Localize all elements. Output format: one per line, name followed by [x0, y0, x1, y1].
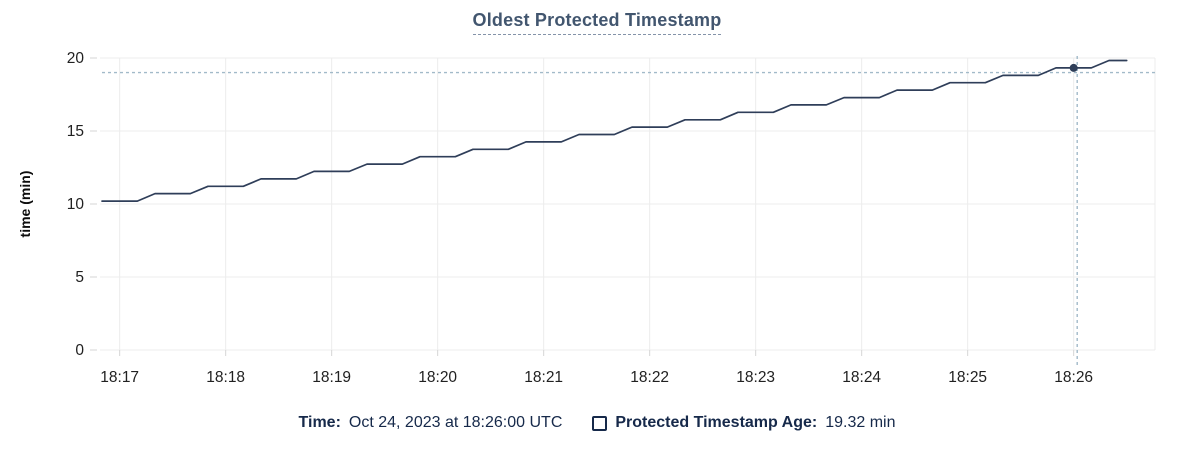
x-tick-label: 18:25	[948, 369, 987, 386]
tooltip-time-label: Time:	[298, 414, 341, 431]
x-tick-label: 18:24	[842, 369, 881, 386]
y-tick-label: 20	[67, 50, 85, 67]
chart-title-row: Oldest Protected Timestamp	[0, 10, 1194, 35]
y-tick-label: 0	[75, 342, 84, 359]
series-checkbox[interactable]	[592, 415, 608, 431]
x-tick-label: 18:18	[206, 369, 245, 386]
chart-plot-area[interactable]: 0 5 10 15 20 18:17 18:18 18:19 18:20 18:21 18:22 18…	[0, 0, 1194, 410]
chart-title[interactable]: Oldest Protected Timestamp	[472, 10, 722, 35]
series-legend-item: Protected Timestamp Age: 19.32 min	[592, 414, 895, 432]
y-axis-label: time (min)	[17, 171, 33, 238]
y-tick-label: 15	[67, 123, 84, 140]
y-tick-label: 10	[67, 196, 85, 213]
tooltip-series-value: 19.32 min	[825, 414, 896, 431]
hover-point	[1069, 63, 1078, 72]
tooltip-series-label: Protected Timestamp Age:	[615, 414, 818, 431]
x-tick-label: 18:22	[630, 369, 669, 386]
tooltip-time-value: Oct 24, 2023 at 18:26:00 UTC	[348, 414, 563, 431]
x-tick-label: 18:26	[1054, 369, 1093, 386]
series-line	[101, 59, 1128, 202]
chart-tooltip-legend: Time: Oct 24, 2023 at 18:26:00 UTC Prote…	[0, 414, 1194, 432]
x-tick-label: 18:21	[524, 369, 563, 386]
x-tick-label: 18:17	[100, 369, 139, 386]
x-tick-label: 18:20	[418, 369, 457, 386]
y-tick-label: 5	[75, 269, 84, 286]
x-tick-label: 18:19	[312, 369, 351, 386]
x-tick-label: 18:23	[736, 369, 775, 386]
